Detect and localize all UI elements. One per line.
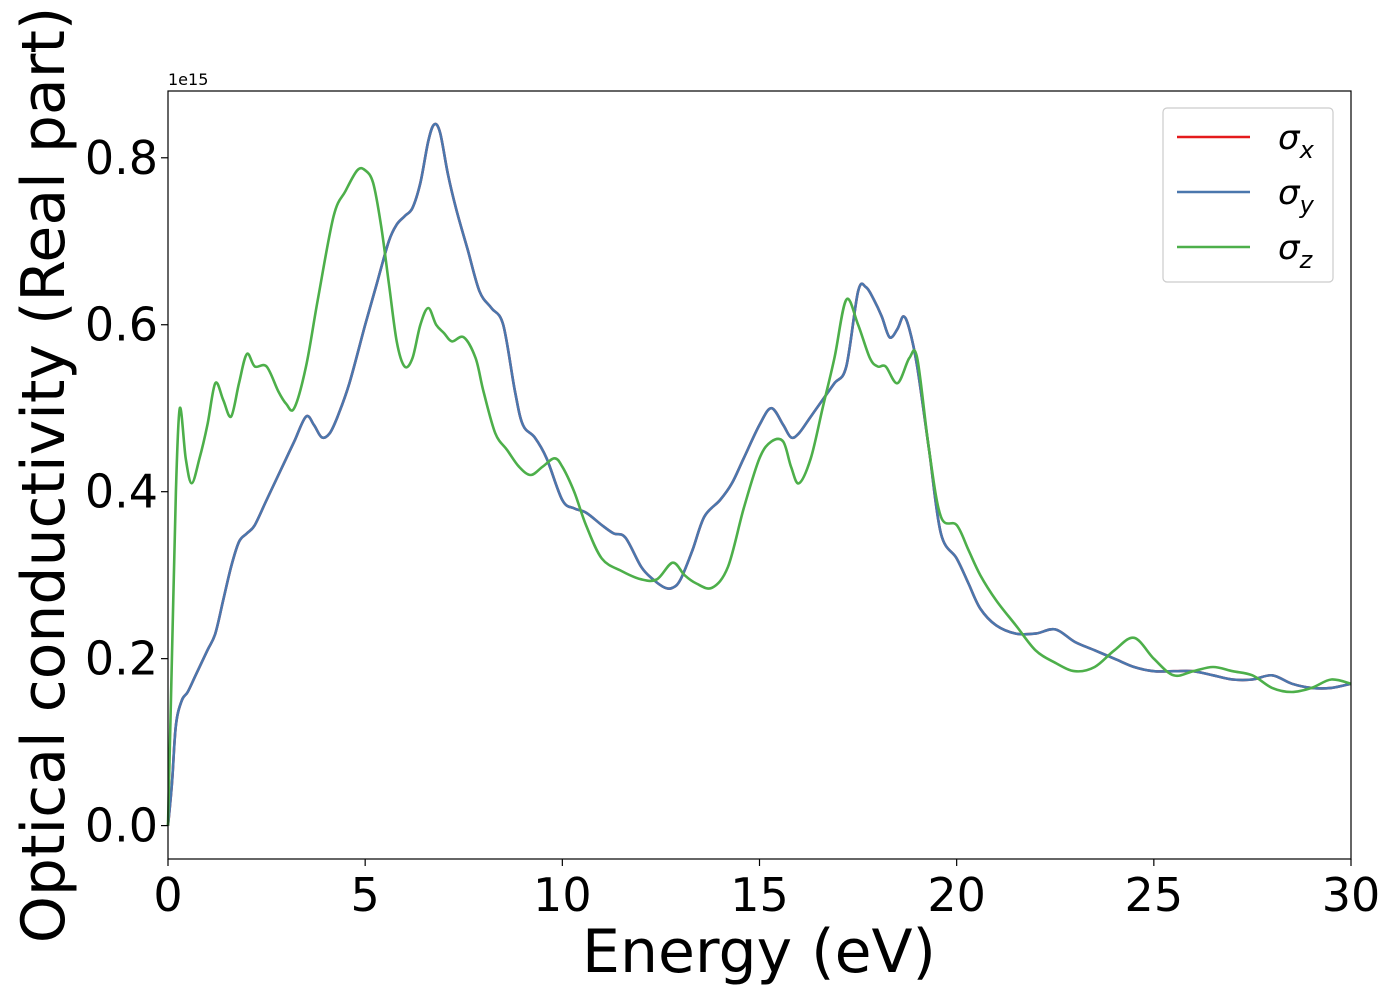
legend-label-z: σz <box>1278 228 1314 274</box>
y-tick-label: 0.2 <box>85 632 158 686</box>
legend-frame <box>1162 107 1334 283</box>
x-tick-label: 30 <box>1322 868 1381 922</box>
series-layer <box>166 122 1352 826</box>
x-axis-label: Energy (eV) <box>582 917 936 987</box>
legend-subscript: x <box>1299 136 1315 164</box>
legend-label-y: σy <box>1278 173 1315 219</box>
x-tick-label: 25 <box>1125 868 1184 922</box>
legend-subscript: z <box>1299 246 1314 274</box>
x-tick-label: 5 <box>351 868 380 922</box>
x-tick-label: 15 <box>730 868 789 922</box>
series-line-z <box>166 166 1352 826</box>
y-offset-text: 1e15 <box>168 70 208 89</box>
legend-symbol: σ <box>1278 228 1301 268</box>
x-tick-label: 20 <box>927 868 986 922</box>
y-tick-label: 0.6 <box>85 298 158 352</box>
x-tick-label: 0 <box>153 868 182 922</box>
legend-subscript: y <box>1299 191 1315 219</box>
plot-background <box>168 91 1351 859</box>
y-tick-label: 0.4 <box>85 465 158 519</box>
legend-symbol: σ <box>1278 118 1301 158</box>
y-tick-label: 0.8 <box>85 131 158 185</box>
y-tick-label: 0.0 <box>85 799 158 853</box>
y-axis-label: Optical conductivity (Real part) <box>9 7 79 944</box>
legend-label-x: σx <box>1278 118 1315 164</box>
y-axis-ticks: 0.0 0.2 0.4 0.6 0.8 <box>85 131 168 853</box>
x-axis-ticks: 0 5 10 15 20 25 30 <box>153 859 1380 922</box>
legend-symbol: σ <box>1278 173 1301 213</box>
x-tick-label: 10 <box>533 868 592 922</box>
